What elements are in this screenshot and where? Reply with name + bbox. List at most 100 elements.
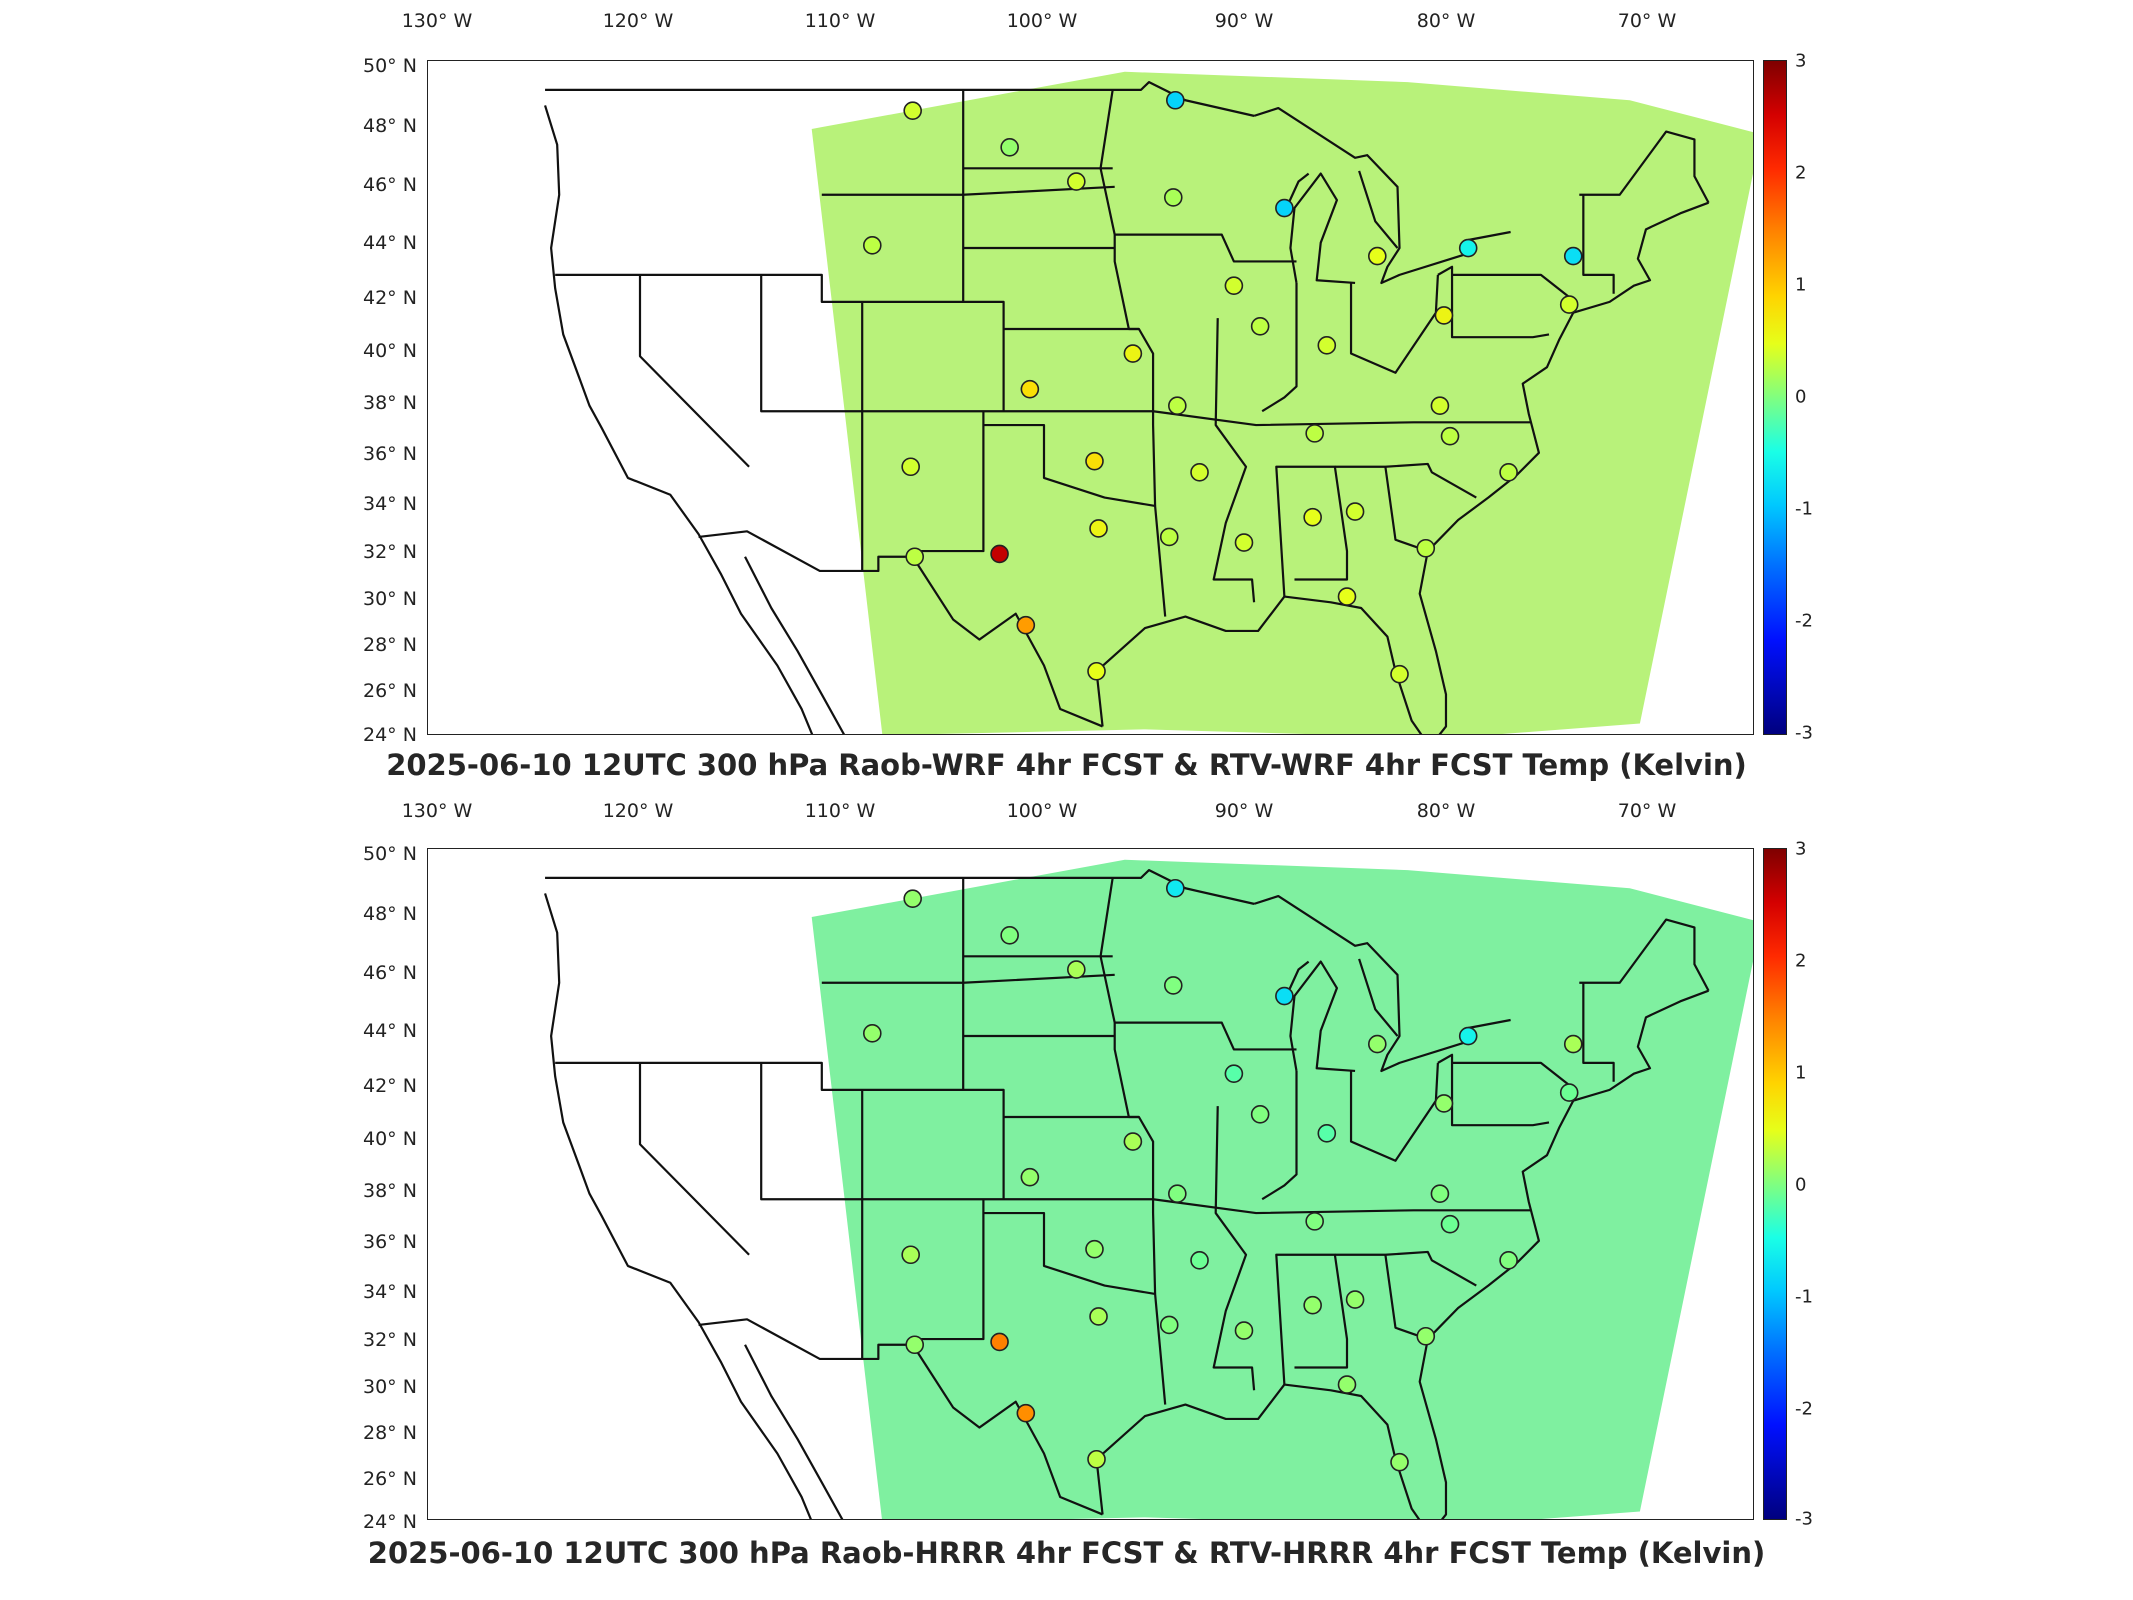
boundary-line bbox=[1212, 318, 1256, 603]
boundary-line bbox=[1437, 1053, 1550, 1127]
raob-station-marker bbox=[1016, 1403, 1036, 1423]
lon-tick: 120° W bbox=[602, 800, 674, 822]
colorbar-tick: 0 bbox=[1795, 386, 1807, 408]
raob-station-marker bbox=[1367, 246, 1387, 266]
raob-station-marker bbox=[1345, 1290, 1365, 1309]
raob-station-marker bbox=[1000, 925, 1019, 945]
lat-tick: 34° N bbox=[363, 1281, 417, 1303]
boundary-line bbox=[544, 105, 814, 734]
lat-tick: 48° N bbox=[363, 903, 417, 925]
lat-tick: 40° N bbox=[363, 1128, 417, 1150]
lon-tick: 110° W bbox=[804, 800, 876, 822]
lat-tick: 44° N bbox=[363, 1020, 417, 1042]
raob-station-marker bbox=[1434, 306, 1454, 325]
raob-station-marker bbox=[1163, 976, 1183, 995]
panel-title: 2025-06-10 12UTC 300 hPa Raob-WRF 4hr FC… bbox=[386, 748, 1747, 782]
raob-station-marker bbox=[1458, 1026, 1478, 1046]
lat-tick: 34° N bbox=[363, 493, 417, 515]
raob-station-marker bbox=[1345, 502, 1365, 521]
raob-station-marker bbox=[990, 1332, 1009, 1352]
raob-station-marker bbox=[1458, 238, 1478, 258]
colorbar bbox=[1763, 60, 1787, 735]
raob-station-marker bbox=[1390, 1452, 1409, 1472]
raob-station-marker bbox=[1305, 424, 1324, 443]
raob-station-marker bbox=[1168, 396, 1187, 416]
lon-tick: 100° W bbox=[1006, 10, 1078, 32]
boundary-line bbox=[1095, 201, 1709, 734]
boundary-line bbox=[1289, 960, 1356, 1073]
boundary-line bbox=[1114, 1021, 1297, 1051]
lat-tick: 24° N bbox=[363, 1511, 417, 1533]
colorbar-tick: -3 bbox=[1795, 1508, 1813, 1530]
lon-tick: 120° W bbox=[602, 10, 674, 32]
raob-station-marker bbox=[1234, 533, 1254, 552]
raob-station-marker bbox=[1559, 1083, 1579, 1102]
raob-station-marker bbox=[1123, 1132, 1143, 1151]
raob-station-marker bbox=[862, 236, 882, 255]
boundary-line bbox=[1261, 282, 1298, 413]
lon-tick: 90° W bbox=[1214, 10, 1274, 32]
boundary-line bbox=[1285, 172, 1310, 209]
lat-tick: 26° N bbox=[363, 680, 417, 702]
colorbar-tick: -3 bbox=[1795, 722, 1813, 744]
raob-station-marker bbox=[1563, 246, 1583, 266]
boundary-line bbox=[638, 274, 750, 468]
raob-station-marker bbox=[1190, 463, 1209, 482]
raob-station-marker bbox=[1190, 1251, 1209, 1270]
lon-tick: 90° W bbox=[1214, 800, 1274, 822]
boundary-line bbox=[760, 274, 1531, 427]
lat-tick: 32° N bbox=[363, 1329, 417, 1351]
boundary-line bbox=[1275, 465, 1349, 597]
boundary-line bbox=[1261, 1070, 1298, 1201]
colorbar-tick: -1 bbox=[1795, 1286, 1813, 1308]
boundary-line bbox=[760, 1062, 1531, 1215]
lat-tick: 50° N bbox=[363, 843, 417, 865]
raob-station-marker bbox=[1430, 396, 1450, 416]
raob-station-marker bbox=[1430, 1184, 1450, 1204]
colorbar-tick: -2 bbox=[1795, 610, 1813, 632]
boundary-line bbox=[1285, 960, 1310, 997]
colorbar-tick: 2 bbox=[1795, 162, 1807, 184]
map-hrrr bbox=[544, 859, 1753, 1519]
lat-tick: 42° N bbox=[363, 287, 417, 309]
lat-tick: 32° N bbox=[363, 541, 417, 563]
raob-station-marker bbox=[901, 1245, 920, 1265]
raob-station-marker bbox=[1337, 1375, 1357, 1394]
raob-station-marker bbox=[1016, 615, 1036, 635]
colorbar-tick: 0 bbox=[1795, 1174, 1807, 1196]
raob-station-marker bbox=[1275, 198, 1294, 218]
lat-tick: 30° N bbox=[363, 1376, 417, 1398]
boundary-line bbox=[1334, 1250, 1477, 1287]
raob-station-marker bbox=[1168, 1184, 1187, 1204]
lon-tick: 80° W bbox=[1416, 800, 1476, 822]
colorbar-tick: 3 bbox=[1795, 838, 1807, 860]
raob-station-marker bbox=[1303, 1295, 1322, 1315]
boundary-line bbox=[555, 273, 964, 303]
lon-tick: 80° W bbox=[1416, 10, 1476, 32]
raob-station-marker bbox=[1559, 295, 1579, 314]
raob-station-marker bbox=[1165, 90, 1185, 110]
raob-station-marker bbox=[1317, 336, 1337, 355]
boundary-line bbox=[1358, 958, 1399, 1037]
raob-station-marker bbox=[1416, 538, 1436, 558]
lon-tick: 110° W bbox=[804, 10, 876, 32]
raob-station-marker bbox=[905, 1335, 925, 1355]
boundary-line bbox=[912, 411, 985, 553]
colorbar-tick: 3 bbox=[1795, 50, 1807, 72]
raob-station-marker bbox=[1165, 878, 1185, 898]
panel-title: 2025-06-10 12UTC 300 hPa Raob-HRRR 4hr F… bbox=[367, 1536, 1766, 1570]
boundary-line bbox=[1289, 172, 1356, 285]
boundary-line bbox=[1358, 170, 1399, 249]
lat-tick: 24° N bbox=[363, 724, 417, 746]
colorbar-tick: 1 bbox=[1795, 1062, 1807, 1084]
lat-tick: 38° N bbox=[363, 392, 417, 414]
raob-station-marker bbox=[1367, 1034, 1387, 1054]
raob-station-marker bbox=[862, 1024, 882, 1043]
colorbar bbox=[1763, 848, 1787, 1520]
raob-station-marker bbox=[1416, 1326, 1436, 1346]
boundary-line bbox=[744, 556, 846, 734]
boundary-line bbox=[1349, 274, 1439, 374]
raob-station-marker bbox=[1303, 507, 1322, 527]
lat-tick: 46° N bbox=[363, 962, 417, 984]
boundary-line bbox=[1437, 265, 1550, 339]
